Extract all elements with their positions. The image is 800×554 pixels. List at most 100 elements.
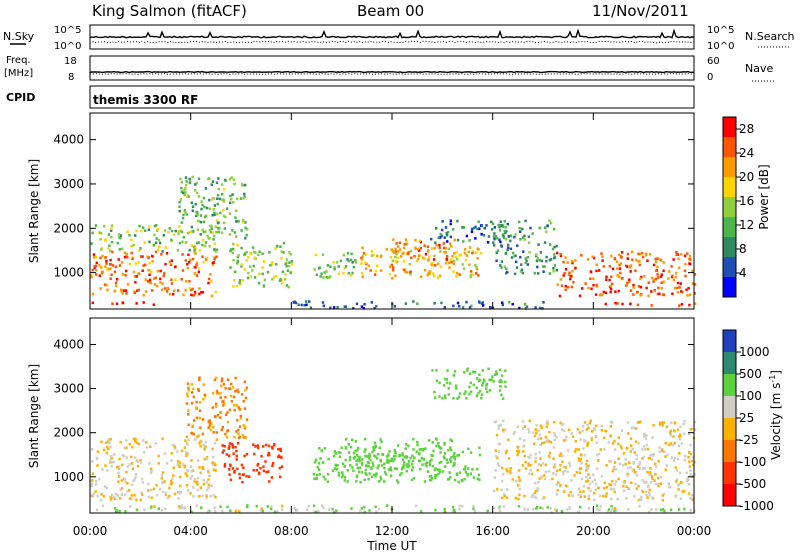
heatmap-cell: [149, 445, 152, 448]
heatmap-cell: [210, 422, 213, 425]
heatmap-cell: [137, 442, 140, 446]
heatmap-cell: [504, 369, 507, 372]
heatmap-cell: [153, 505, 156, 508]
heatmap-cell: [628, 280, 631, 284]
heatmap-cell: [645, 286, 648, 290]
heatmap-cell: [334, 452, 337, 455]
heatmap-cell: [552, 446, 555, 449]
heatmap-cell: [501, 303, 504, 307]
colorbar-segment: [723, 396, 736, 419]
heatmap-cell: [467, 467, 470, 470]
heatmap-cell: [117, 480, 120, 483]
heatmap-cell: [694, 428, 697, 431]
heatmap-cell: [481, 301, 484, 304]
heatmap-cell: [190, 459, 193, 462]
heatmap-cell: [157, 238, 161, 242]
heatmap-cell: [234, 509, 237, 513]
heatmap-cell: [645, 490, 648, 494]
heatmap-cell: [134, 438, 137, 441]
heatmap-cell: [353, 455, 357, 459]
heatmap-cell: [477, 391, 480, 395]
heatmap-cell: [282, 241, 286, 245]
heatmap-cell: [547, 469, 551, 473]
heatmap-cell: [361, 458, 364, 461]
heatmap-cell: [243, 454, 246, 458]
heatmap-cell: [232, 178, 236, 181]
heatmap-cell: [445, 381, 449, 385]
heatmap-cell: [501, 225, 505, 229]
heatmap-cell: [615, 509, 618, 512]
heatmap-cell: [651, 496, 654, 499]
heatmap-cell: [527, 461, 530, 465]
heatmap-cell: [242, 424, 245, 427]
heatmap-cell: [679, 433, 682, 437]
heatmap-cell: [584, 282, 587, 285]
heatmap-cell: [232, 242, 235, 246]
heatmap-cell: [150, 506, 153, 509]
heatmap-cell: [242, 197, 245, 200]
heatmap-cell: [621, 277, 624, 280]
heatmap-cell: [104, 265, 107, 268]
heatmap-cell: [417, 257, 420, 261]
heatmap-cell: [354, 440, 357, 443]
heatmap-cell: [587, 497, 590, 501]
heatmap-cell: [264, 443, 268, 447]
heatmap-cell: [553, 465, 556, 469]
heatmap-cell: [488, 378, 491, 382]
heatmap-cell: [281, 465, 284, 468]
heatmap-cell: [645, 493, 648, 497]
heatmap-cell: [92, 253, 96, 256]
heatmap-cell: [226, 505, 229, 509]
heatmap-cell: [548, 272, 552, 275]
heatmap-cell: [144, 263, 147, 267]
heatmap-cell: [424, 462, 427, 466]
heatmap-cell: [339, 451, 342, 454]
heatmap-cell: [536, 489, 539, 492]
heatmap-cell: [376, 264, 379, 268]
heatmap-cell: [438, 461, 441, 465]
heatmap-cell: [280, 456, 283, 459]
heatmap-cell: [595, 504, 599, 508]
heatmap-cell: [396, 250, 400, 253]
heatmap-cell: [543, 477, 547, 481]
heatmap-cell: [394, 274, 397, 278]
y-tick-label: 2000: [53, 426, 84, 440]
heatmap-cell: [514, 496, 517, 500]
heatmap-cell: [119, 234, 123, 237]
heatmap-cell: [528, 430, 531, 434]
heatmap-cell: [637, 484, 640, 488]
heatmap-cell: [518, 220, 521, 224]
heatmap-cell: [223, 221, 226, 225]
heatmap-cell: [443, 394, 447, 397]
heatmap-cell: [439, 250, 442, 253]
heatmap-cell: [565, 435, 568, 438]
heatmap-cell: [626, 446, 629, 450]
heatmap-cell: [435, 437, 438, 440]
heatmap-cell: [632, 461, 635, 464]
heatmap-cell: [658, 292, 661, 296]
heatmap-cell: [237, 432, 240, 436]
heatmap-cell: [531, 493, 534, 497]
heatmap-cell: [630, 426, 634, 430]
heatmap-cell: [185, 451, 188, 454]
heatmap-cell: [513, 430, 516, 434]
heatmap-cell: [235, 209, 238, 213]
heatmap-cell: [321, 461, 325, 464]
heatmap-cell: [422, 447, 425, 451]
heatmap-cell: [336, 306, 339, 309]
heatmap-cell: [562, 490, 566, 493]
heatmap-cell: [180, 504, 183, 507]
heatmap-cell: [112, 460, 115, 464]
heatmap-cell: [208, 207, 212, 211]
heatmap-cell: [194, 252, 197, 255]
heatmap-cell: [179, 177, 182, 181]
heatmap-cell: [124, 289, 128, 292]
heatmap-cell: [586, 479, 590, 483]
heatmap-cell: [125, 470, 128, 474]
cpid-label: CPID: [6, 91, 35, 104]
heatmap-cell: [213, 378, 217, 382]
heatmap-cell: [433, 247, 436, 250]
heatmap-cell: [578, 431, 581, 434]
heatmap-cell: [457, 480, 460, 484]
heatmap-cell: [472, 476, 476, 479]
